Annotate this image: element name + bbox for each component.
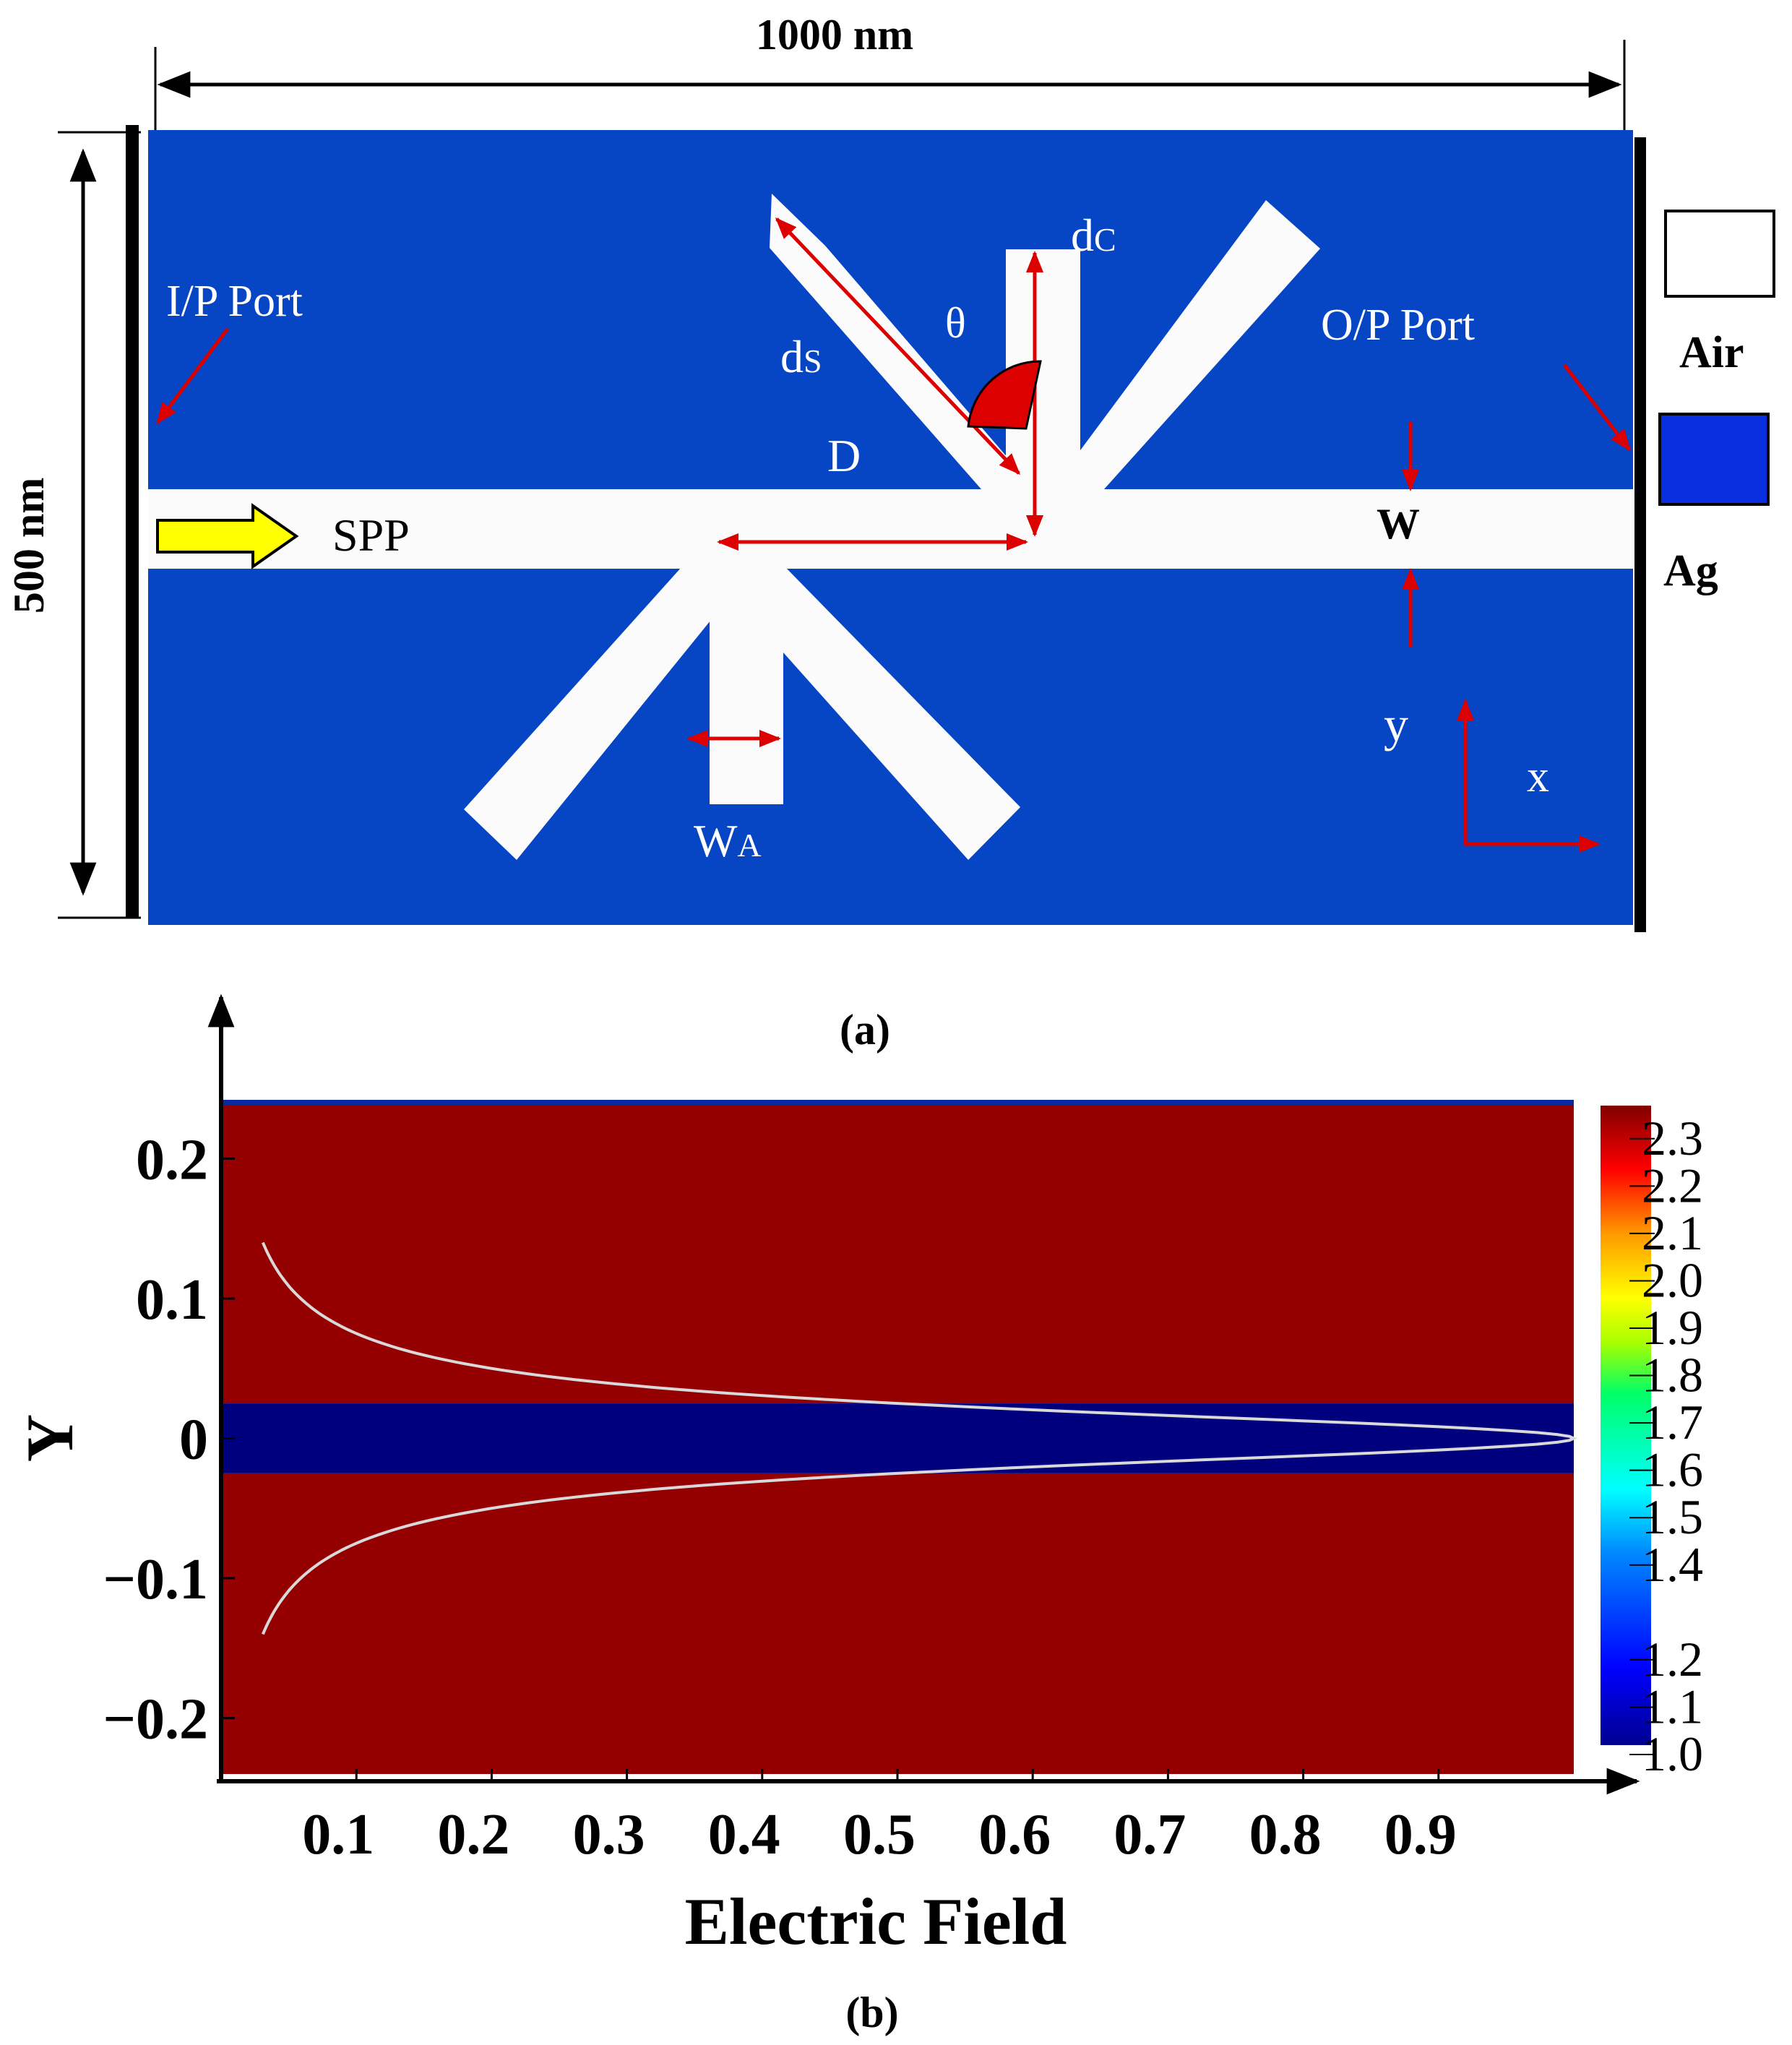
panel-a: 1000 nm 500 nm I/P Port O/P Port SPP dS …	[5, 11, 1775, 1054]
input-port-pointer	[155, 327, 230, 425]
y-tick-label-0: 0.2	[136, 1128, 208, 1192]
y-ticks: 0.2 0.1 0 −0.1 −0.2	[103, 1128, 235, 1752]
colorbar-tick-label-2: 2.1	[1642, 1205, 1703, 1260]
colorbar-tick-label-10: 1.2	[1642, 1632, 1703, 1687]
y-tick-label-2: 0	[179, 1408, 208, 1472]
colorbar-tick-label-4: 1.9	[1642, 1300, 1703, 1355]
theta-label: θ	[945, 299, 966, 347]
y-tick-label-3: −0.1	[103, 1548, 208, 1611]
lower-left-arm	[464, 567, 754, 860]
legend-swatch-air	[1664, 210, 1775, 298]
colorbar-tick-label-3: 2.0	[1642, 1252, 1703, 1307]
lower-center-stub	[710, 567, 783, 804]
colorbar-tick-label-8: 1.5	[1642, 1489, 1703, 1544]
colorbar-tick-label-11: 1.1	[1642, 1679, 1703, 1734]
x-tick-label-0: 0.1	[302, 1803, 374, 1867]
colorbar	[1601, 1106, 1651, 1745]
axis-x-label: x	[1527, 752, 1549, 801]
x-axis-title: Electric Field	[685, 1885, 1067, 1958]
x-tick-label-5: 0.6	[978, 1803, 1051, 1867]
bus-waveguide	[148, 489, 1633, 569]
x-tick-label-8: 0.9	[1384, 1803, 1457, 1867]
lower-right-arm	[730, 567, 1020, 860]
region-1	[221, 1403, 1574, 1473]
colorbar-tick-label-6: 1.7	[1642, 1395, 1703, 1450]
spp-label: SPP	[332, 509, 410, 561]
output-port-label: O/P Port	[1321, 301, 1475, 350]
y-tick-label-4: −0.2	[103, 1688, 208, 1752]
w-label: W	[1377, 500, 1420, 548]
input-port-label: I/P Port	[166, 277, 303, 326]
y-axis-title: Y	[13, 1414, 87, 1462]
colorbar-tick-label-7: 1.6	[1642, 1442, 1703, 1497]
legend-label-ag: Ag	[1663, 546, 1718, 595]
colorbar-ticks: 2.32.22.12.01.91.81.71.61.51.4 1.21.11.0	[1629, 1111, 1703, 1781]
colorbar-tick-label-5: 1.8	[1642, 1348, 1703, 1403]
wa-label: WA	[694, 815, 762, 866]
axis-y-label: y	[1384, 697, 1408, 752]
x-tick-label-6: 0.7	[1113, 1803, 1186, 1867]
electric-field-curve	[261, 1241, 1577, 1635]
y-tick-label-1: 0.1	[136, 1268, 208, 1332]
x-tick-label-3: 0.4	[708, 1803, 780, 1867]
panel-b-caption: (b)	[845, 1989, 898, 2036]
region-2	[221, 1473, 1574, 1774]
legend-swatch-ag	[1658, 413, 1770, 506]
x-ticks: 0.1 0.2 0.3 0.4 0.5 0.6 0.7 0.8 0.9	[302, 1769, 1457, 1867]
panel-a-caption: (a)	[840, 1006, 890, 1054]
colorbar-tick-label-0: 2.3	[1642, 1111, 1703, 1166]
upper-right-arm	[1051, 200, 1320, 489]
output-port-pointer	[1563, 363, 1631, 452]
x-tick-label-1: 0.2	[437, 1803, 509, 1867]
x-tick-label-4: 0.5	[843, 1803, 916, 1867]
colorbar-tick-label-9: 1.4	[1642, 1537, 1703, 1592]
theta-angle-marker	[967, 360, 1042, 430]
top-edge-line	[221, 1100, 1574, 1105]
dc-label: dC	[1071, 210, 1116, 261]
index-regions	[221, 1103, 1574, 1774]
dimension-height-label: 500 nm	[5, 478, 53, 614]
legend-label-air: Air	[1679, 328, 1744, 377]
region-0	[221, 1103, 1574, 1404]
x-tick-label-2: 0.3	[573, 1803, 645, 1867]
d-label: D	[827, 430, 861, 481]
x-tick-label-7: 0.8	[1249, 1803, 1322, 1867]
dimension-width-label: 1000 nm	[756, 11, 913, 59]
colorbar-tick-label-12: 1.0	[1642, 1726, 1703, 1781]
colorbar-tick-label-1: 2.2	[1642, 1158, 1703, 1213]
ds-dimension-arrow	[775, 217, 1021, 475]
spp-source-arrow-icon	[156, 503, 299, 569]
panel-b: 0.1 0.2 0.3 0.4 0.5 0.6 0.7 0.8 0.9 0.2 0.1 0 −0.1 −…	[13, 994, 1703, 2036]
ds-label: dS	[780, 331, 822, 382]
